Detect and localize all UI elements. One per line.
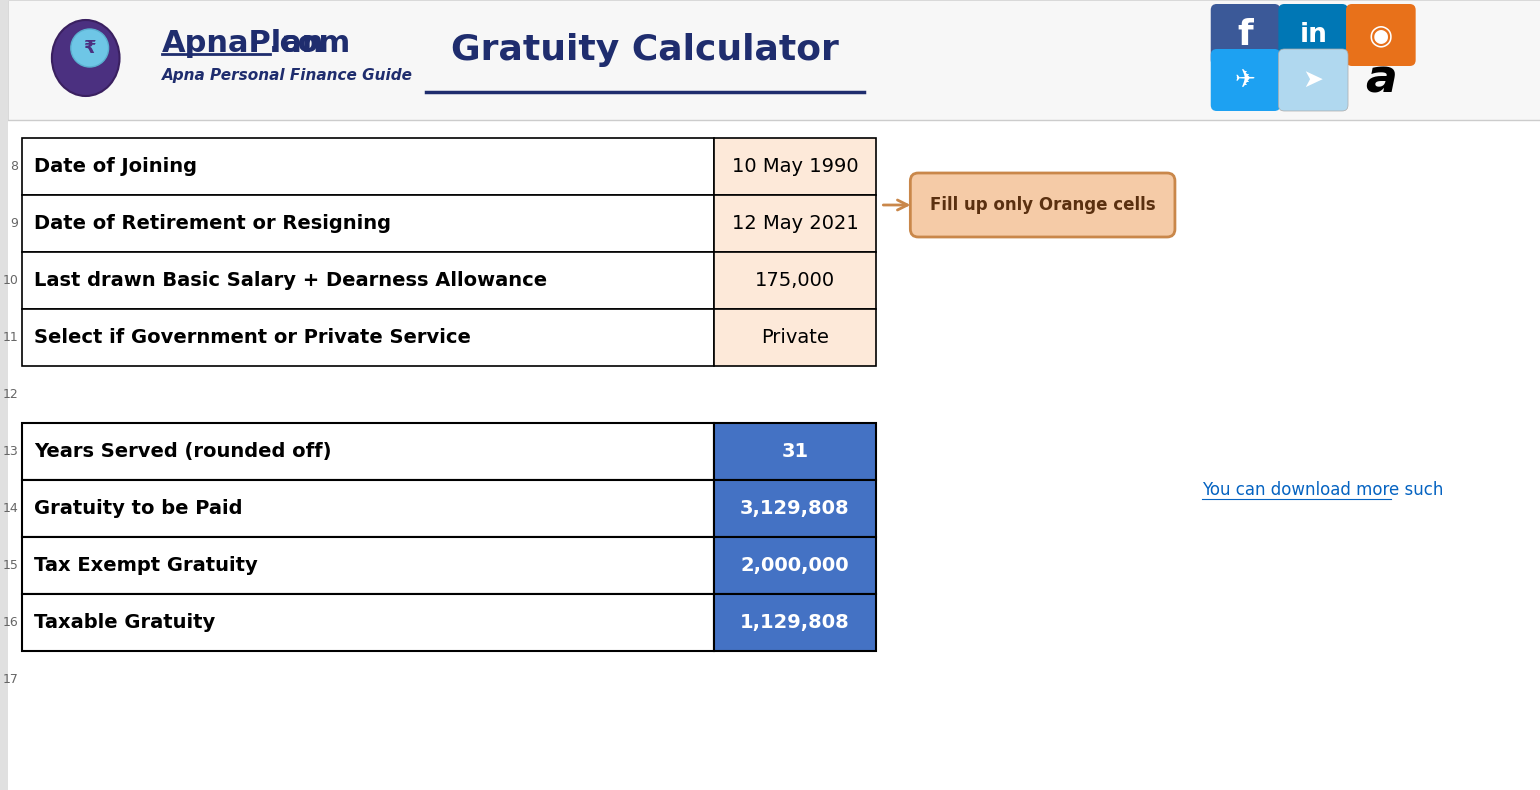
Text: 8: 8 [11,160,18,173]
Text: 17: 17 [2,673,18,686]
Text: 16: 16 [3,616,18,629]
FancyBboxPatch shape [1346,4,1415,66]
Text: 12: 12 [3,388,18,401]
Text: Taxable Gratuity: Taxable Gratuity [34,613,216,632]
Text: ApnaPlan: ApnaPlan [162,28,325,58]
Bar [715,423,876,480]
Text: 13: 13 [3,445,18,458]
Text: 11: 11 [3,331,18,344]
Bar [715,537,876,594]
Text: 10 May 1990: 10 May 1990 [732,157,858,176]
Bar [22,195,715,252]
Text: Select if Government or Private Service: Select if Government or Private Service [34,328,471,347]
Bar [22,594,715,651]
Bar [715,252,876,309]
Text: Gratuity Calculator: Gratuity Calculator [451,33,839,67]
Bar [715,480,876,537]
Text: 15: 15 [2,559,18,572]
Text: .com: .com [270,28,351,58]
FancyBboxPatch shape [910,173,1175,237]
Text: 10: 10 [2,274,18,287]
Text: 175,000: 175,000 [755,271,835,290]
Text: Date of Retirement or Resigning: Date of Retirement or Resigning [34,214,391,233]
Text: in: in [1300,22,1327,48]
Text: 12 May 2021: 12 May 2021 [732,214,858,233]
Bar [715,195,876,252]
Text: ✈: ✈ [1235,68,1257,92]
Text: Apna Personal Finance Guide: Apna Personal Finance Guide [162,67,413,82]
Bar [22,423,715,480]
Text: 14: 14 [3,502,18,515]
Bar [22,537,715,594]
Text: 3,129,808: 3,129,808 [741,499,850,518]
Text: Tax Exempt Gratuity: Tax Exempt Gratuity [34,556,257,575]
Circle shape [71,29,109,67]
Bar [22,309,715,366]
Ellipse shape [52,20,120,96]
Bar [22,138,715,195]
Bar [22,252,715,309]
Bar [22,480,715,537]
Bar [8,0,1540,120]
Bar [715,594,876,651]
Text: ◉: ◉ [1369,21,1394,49]
Text: 1,129,808: 1,129,808 [741,613,850,632]
FancyBboxPatch shape [1210,49,1280,111]
Text: ➤: ➤ [1303,68,1324,92]
Text: 31: 31 [781,442,808,461]
FancyBboxPatch shape [1278,4,1348,66]
FancyBboxPatch shape [1278,49,1348,111]
Text: a: a [1364,58,1397,103]
Text: Years Served (rounded off): Years Served (rounded off) [34,442,331,461]
Text: Fill up only Orange cells: Fill up only Orange cells [930,196,1155,214]
Text: 9: 9 [11,217,18,230]
Text: ₹: ₹ [83,39,95,57]
FancyBboxPatch shape [1210,4,1280,66]
Bar [715,309,876,366]
Text: f: f [1238,18,1254,52]
Text: Gratuity to be Paid: Gratuity to be Paid [34,499,242,518]
Text: Last drawn Basic Salary + Dearness Allowance: Last drawn Basic Salary + Dearness Allow… [34,271,547,290]
Text: You can download more such: You can download more such [1201,481,1443,499]
Text: Private: Private [761,328,829,347]
Bar [715,138,876,195]
Text: 2,000,000: 2,000,000 [741,556,849,575]
Text: Date of Joining: Date of Joining [34,157,197,176]
